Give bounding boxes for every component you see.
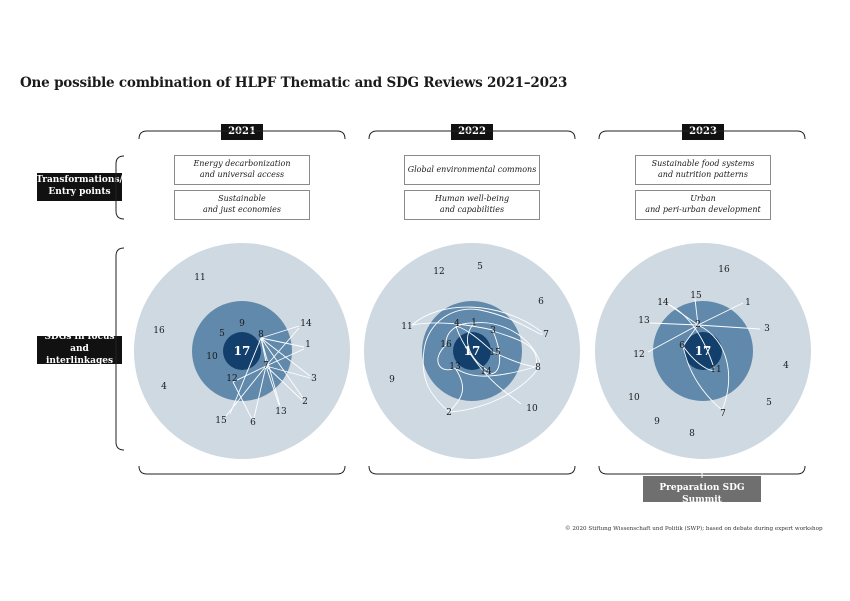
sdg-9-middle-2021: 9 bbox=[239, 319, 245, 329]
rings-2021 bbox=[134, 243, 350, 459]
sdg-2-outer-2021: 2 bbox=[302, 397, 308, 407]
entry-point-2021-1: Energy decarbonization and universal acc… bbox=[174, 155, 310, 185]
sdg-15-middle-2022: 15 bbox=[489, 348, 501, 358]
top-bracket-2021 bbox=[138, 130, 346, 140]
sdg-4-middle-2022: 4 bbox=[454, 319, 460, 329]
top-bracket-2023 bbox=[598, 130, 806, 140]
sdg-4-outer-2023: 4 bbox=[783, 361, 789, 371]
top-bracket-2022 bbox=[368, 130, 576, 140]
sdg-13-middle-2022: 13 bbox=[449, 362, 461, 372]
sdg-9-outer-2022: 9 bbox=[389, 375, 395, 385]
sdg-1-outer-2023: 1 bbox=[745, 298, 751, 308]
summit-label: + Preparation SDG Summit bbox=[643, 471, 761, 505]
sdg-11-outer-2021: 11 bbox=[194, 273, 205, 283]
row-label-transformations: Transformations/ Entry points bbox=[36, 173, 123, 201]
sdg-12-outer-2022: 12 bbox=[433, 267, 444, 277]
links-2023 bbox=[647, 298, 761, 411]
sdg-7-outer-2022: 7 bbox=[543, 330, 549, 340]
entry-point-2023-1: Sustainable food systems and nutrition p… bbox=[635, 155, 771, 185]
bottom-bracket-2023 bbox=[598, 465, 806, 475]
sdg-10-middle-2021: 10 bbox=[206, 352, 218, 362]
sdg-8-outer-2022: 8 bbox=[535, 363, 541, 373]
bottom-bracket-2021 bbox=[138, 465, 346, 475]
core-sdg-2023: 17 bbox=[695, 344, 712, 358]
credit-line: © 2020 Stiftung Wissenschaft und Politik… bbox=[565, 526, 823, 532]
sdg-3-outer-2023: 3 bbox=[764, 324, 770, 334]
sdg-4-outer-2021: 4 bbox=[161, 382, 167, 392]
sdg-15-outer-2021: 15 bbox=[215, 416, 227, 426]
sdg-9-outer-2023: 9 bbox=[654, 417, 660, 427]
sdg-16-outer-2023: 16 bbox=[718, 265, 730, 275]
sdg-7-middle-2021: 7 bbox=[263, 361, 269, 371]
sdg-5-outer-2022: 5 bbox=[477, 262, 483, 272]
rings-2023 bbox=[595, 243, 811, 459]
sdg-12-outer-2023: 12 bbox=[633, 350, 644, 360]
page-title: One possible combination of HLPF Themati… bbox=[20, 75, 568, 91]
sdg-14-outer-2023: 14 bbox=[657, 298, 669, 308]
sdg-10-outer-2022: 10 bbox=[526, 404, 538, 414]
entry-point-2023-2: Urban and peri-urban development bbox=[635, 190, 771, 220]
core-2023 bbox=[684, 332, 722, 370]
entry-point-2022-2: Human well-being and capabilities bbox=[404, 190, 540, 220]
sdg-11-middle-2023: 11 bbox=[710, 365, 721, 375]
rings-2022 bbox=[364, 243, 580, 459]
sdg-1-middle-2022: 1 bbox=[471, 318, 477, 328]
left-bracket-sdgs bbox=[115, 247, 125, 451]
sdg-14-middle-2022: 14 bbox=[480, 367, 492, 377]
sdg-10-outer-2023: 10 bbox=[628, 393, 640, 403]
sdg-16-middle-2022: 16 bbox=[440, 340, 452, 350]
sdg-6-outer-2021: 6 bbox=[250, 418, 256, 428]
core-sdg-2021: 17 bbox=[234, 344, 251, 358]
sdg-12-middle-2021: 12 bbox=[226, 374, 237, 384]
sdg-6-middle-2023: 6 bbox=[679, 341, 685, 351]
sdg-6-outer-2022: 6 bbox=[538, 297, 544, 307]
sdg-11-outer-2022: 11 bbox=[401, 322, 412, 332]
entry-point-2021-2: Sustainable and just economies bbox=[174, 190, 310, 220]
sdg-5-middle-2021: 5 bbox=[219, 329, 225, 339]
sdg-2-middle-2023: 2 bbox=[695, 320, 701, 330]
row-label-sdgs: SDGs in focus and interlinkages bbox=[37, 332, 122, 366]
sdg-1-outer-2021: 1 bbox=[305, 340, 311, 350]
entry-point-2022-1: Global environmental commons bbox=[404, 155, 540, 185]
sdg-16-outer-2021: 16 bbox=[153, 326, 165, 336]
sdg-14-outer-2021: 14 bbox=[300, 319, 312, 329]
sdg-8-outer-2023: 8 bbox=[689, 429, 695, 439]
sdg-7-outer-2023: 7 bbox=[720, 409, 726, 419]
links-2021 bbox=[225, 325, 311, 420]
core-sdg-2022: 17 bbox=[464, 344, 481, 358]
sdg-2-outer-2022: 2 bbox=[446, 408, 452, 418]
sdg-8-middle-2021: 8 bbox=[258, 330, 264, 340]
sdg-3-middle-2022: 3 bbox=[490, 326, 496, 336]
bottom-bracket-2022 bbox=[368, 465, 576, 475]
left-bracket-transformations bbox=[115, 155, 125, 220]
links-2022 bbox=[411, 306, 543, 413]
sdg-15-outer-2023: 15 bbox=[690, 291, 702, 301]
sdg-5-outer-2023: 5 bbox=[766, 398, 772, 408]
sdg-13-outer-2021: 13 bbox=[275, 407, 287, 417]
sdg-13-outer-2023: 13 bbox=[638, 316, 650, 326]
sdg-3-outer-2021: 3 bbox=[311, 374, 317, 384]
